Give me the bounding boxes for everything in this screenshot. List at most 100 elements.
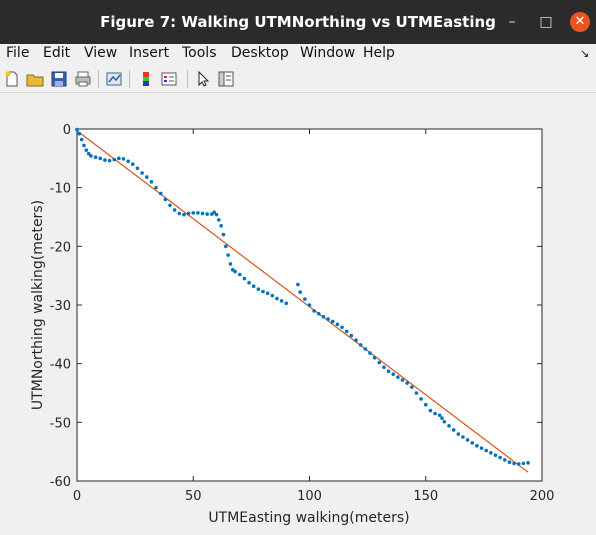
toolbar-separator: [187, 70, 188, 88]
data-point: [75, 127, 79, 132]
colorbar-icon[interactable]: [137, 70, 155, 88]
maximize-icon[interactable]: □: [539, 14, 553, 30]
data-point: [400, 378, 405, 382]
data-point: [196, 211, 200, 215]
data-point: [414, 391, 419, 395]
data-point: [479, 446, 484, 450]
data-point: [131, 162, 135, 166]
data-point: [447, 424, 451, 428]
data-point: [410, 385, 414, 389]
data-point: [475, 444, 479, 448]
window-titlebar[interactable]: Figure 7: Walking UTMNorthing vs UTMEast…: [0, 0, 596, 44]
data-point: [507, 460, 512, 465]
data-point: [451, 428, 456, 432]
data-point: [154, 185, 158, 190]
data-point: [214, 212, 219, 217]
data-point: [247, 280, 251, 285]
data-point: [321, 314, 326, 319]
menu-insert[interactable]: Insert: [129, 45, 170, 61]
data-point: [200, 211, 205, 216]
data-point: [465, 438, 470, 442]
data-point: [233, 269, 237, 274]
data-point: [372, 356, 377, 360]
data-point: [498, 455, 502, 460]
data-point: [144, 175, 149, 179]
data-point: [226, 253, 230, 257]
data-point: [103, 158, 107, 162]
close-icon[interactable]: ✕: [570, 12, 590, 32]
data-point: [470, 441, 475, 445]
data-point: [396, 375, 400, 379]
menu-edit[interactable]: Edit: [43, 45, 71, 61]
data-point: [205, 212, 209, 216]
menu-file[interactable]: File: [6, 45, 30, 61]
scatter-plot[interactable]: 0 50 100 150 200 0 -10 -20 -30 -40 -50 -60 UTMEast…: [0, 93, 596, 531]
data-point: [423, 402, 428, 407]
data-point: [89, 154, 93, 158]
x-tick-label: 150: [413, 489, 438, 504]
x-axis-ticks: 0 50 100 150 200: [73, 129, 555, 504]
minimize-icon[interactable]: –: [508, 14, 516, 30]
x-tick-label: 200: [530, 489, 555, 504]
data-point: [437, 413, 442, 418]
data-point: [237, 272, 242, 277]
data-point: [330, 319, 335, 324]
link-plot-icon[interactable]: [105, 70, 123, 88]
y-axis-ticks: 0 -10 -20 -30 -40 -50 -60: [50, 123, 542, 490]
data-point: [521, 461, 526, 466]
data-points: [75, 127, 530, 466]
menu-view[interactable]: View: [84, 45, 118, 61]
open-folder-icon[interactable]: [26, 70, 44, 88]
data-point: [191, 211, 196, 215]
menu-desktop[interactable]: Desktop: [231, 45, 289, 61]
property-editor-icon[interactable]: [217, 70, 235, 88]
figure-canvas[interactable]: 0 50 100 150 200 0 -10 -20 -30 -40 -50 -60 UTMEast…: [0, 93, 596, 531]
data-point: [86, 151, 91, 156]
x-tick-label: 0: [73, 489, 81, 504]
data-point: [256, 287, 261, 291]
data-point: [433, 411, 437, 416]
data-point: [428, 408, 433, 413]
data-point: [270, 293, 275, 298]
dock-arrow-icon[interactable]: ↘: [580, 47, 590, 60]
data-point: [358, 343, 363, 347]
data-point: [440, 416, 444, 421]
data-point: [135, 166, 140, 171]
data-point: [221, 232, 226, 237]
menu-bar: File Edit View Insert Tools Desktop Wind…: [0, 44, 596, 66]
menu-window[interactable]: Window: [300, 45, 356, 61]
y-tick-label: -50: [50, 416, 71, 431]
data-point: [461, 435, 465, 439]
data-point: [107, 158, 112, 163]
figure-toolbar: [0, 66, 596, 93]
legend-icon[interactable]: [160, 70, 178, 88]
data-point: [186, 211, 191, 216]
data-point: [93, 155, 98, 159]
data-point: [456, 432, 461, 436]
data-point: [419, 397, 423, 401]
data-point: [335, 322, 340, 327]
menu-help[interactable]: Help: [363, 45, 395, 61]
toolbar-separator: [129, 70, 130, 88]
data-point: [391, 372, 396, 377]
x-tick-label: 100: [297, 489, 322, 504]
new-figure-icon[interactable]: [3, 70, 21, 88]
data-point: [217, 218, 221, 222]
menu-tools[interactable]: Tools: [182, 45, 217, 61]
save-icon[interactable]: [50, 70, 68, 88]
data-point: [79, 137, 84, 142]
data-point: [349, 333, 354, 338]
data-point: [112, 157, 116, 162]
print-icon[interactable]: [74, 70, 92, 88]
data-point: [172, 208, 177, 212]
data-point: [212, 210, 216, 215]
data-point: [126, 159, 130, 164]
data-point: [377, 360, 382, 365]
pointer-icon[interactable]: [194, 70, 212, 88]
data-point: [182, 212, 186, 217]
data-point: [344, 329, 349, 334]
window-title: Figure 7: Walking UTMNorthing vs UTMEast…: [100, 13, 496, 31]
data-point: [503, 458, 507, 462]
data-point: [526, 461, 530, 465]
data-point: [265, 291, 270, 296]
